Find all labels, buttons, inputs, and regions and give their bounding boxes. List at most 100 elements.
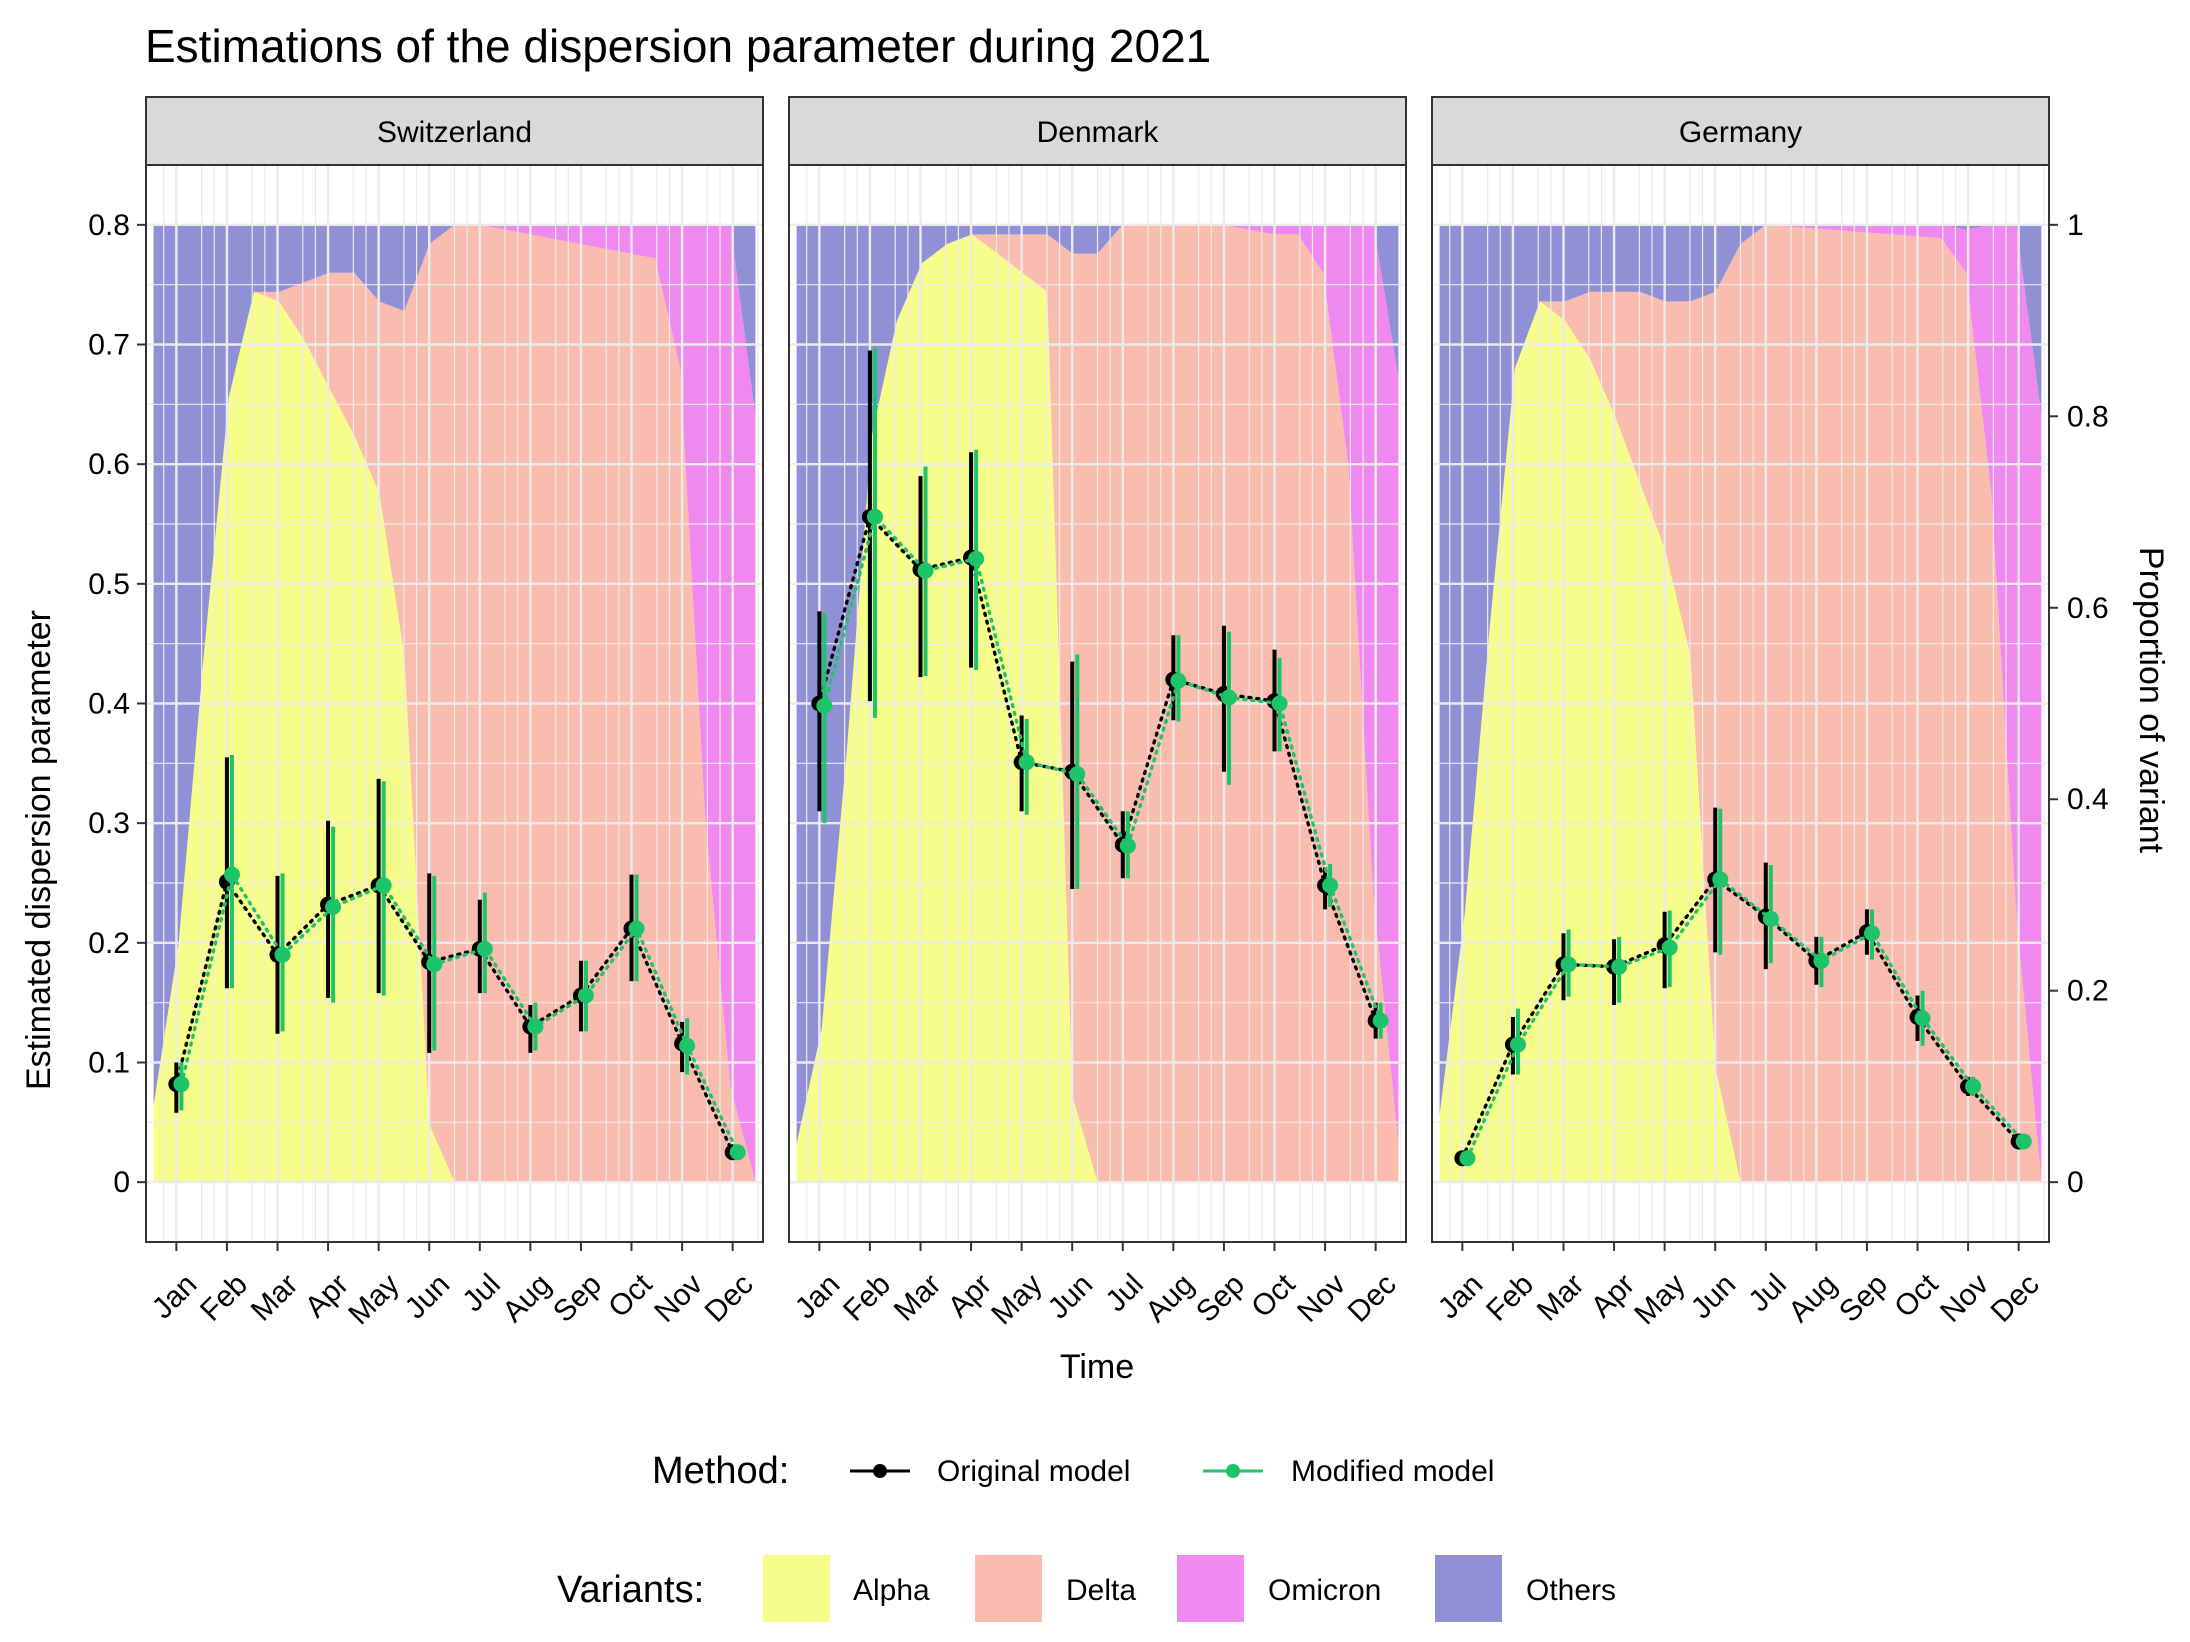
legend-label-omicron: Omicron	[1268, 1574, 1381, 1607]
data-point-modified	[1813, 952, 1830, 969]
y-tick-label: 0.2	[88, 927, 130, 960]
x-tick-label: May	[1628, 1268, 1691, 1331]
x-tick-label: Jan	[1432, 1268, 1490, 1326]
legend-label-others: Others	[1526, 1574, 1616, 1607]
facet-strip	[1431, 96, 2050, 166]
data-point-modified	[1914, 1010, 1931, 1027]
facet-strip	[788, 96, 1407, 166]
x-tick-label: Apr	[299, 1268, 355, 1324]
x-tick-label: Aug	[1782, 1268, 1843, 1329]
data-point-modified	[325, 898, 342, 915]
legend-swatch-delta	[975, 1555, 1042, 1622]
y-tick-label: 0	[113, 1166, 130, 1199]
data-point-modified	[1018, 754, 1035, 771]
series-line-original	[817, 513, 1378, 1023]
data-point-modified	[2015, 1133, 2032, 1150]
x-tick-label: Sep	[1833, 1268, 1894, 1329]
data-point-modified	[1459, 1150, 1476, 1167]
data-point-modified	[375, 877, 392, 894]
variant-area-alpha	[1439, 301, 2042, 1183]
y-axis: 0 0.1 0.2 0.3 0.4 0.5 0.6 0.7 0.8	[88, 209, 146, 1199]
data-point-modified	[1611, 958, 1628, 975]
x-tick-label: Apr	[942, 1268, 998, 1324]
facet-strip-label: Germany	[1679, 116, 1802, 149]
x-tick-label: Aug	[1139, 1268, 1200, 1329]
x-tick-label: Mar	[888, 1268, 948, 1328]
legend-label-delta: Delta	[1066, 1574, 1136, 1607]
y-tick-label: 0.8	[88, 209, 130, 242]
data-point-modified	[426, 956, 443, 973]
data-point-modified	[1170, 672, 1187, 689]
y-tick-label: 0.7	[88, 329, 130, 362]
y-tick-label: 0.6	[88, 448, 130, 481]
y2-tick-label: 0	[2067, 1166, 2084, 1199]
x-tick-label: Jan	[789, 1268, 847, 1326]
x-tick-label: Jan	[146, 1268, 204, 1326]
x-tick-label: Oct	[1888, 1267, 1945, 1324]
x-tick-label: Nov	[1934, 1268, 1995, 1329]
series-line-modified	[1465, 876, 2026, 1160]
legend-key-modified-model	[1203, 1464, 1263, 1478]
secondary-y-axis-title: Proportion of variant	[2132, 547, 2170, 854]
y-tick-label: 0.5	[88, 568, 130, 601]
x-tick-label: Apr	[1585, 1268, 1641, 1324]
data-point-modified	[968, 550, 985, 567]
data-point-modified	[1069, 766, 1086, 783]
y2-tick-label: 1	[2067, 209, 2084, 242]
x-tick-label: Jun	[1042, 1268, 1100, 1326]
data-point-modified	[1372, 1012, 1389, 1029]
y2-tick-label: 0.4	[2067, 783, 2109, 816]
variant-area-omicron	[1439, 224, 2042, 1183]
x-tick-label: Dec	[1985, 1268, 2046, 1329]
data-point-modified	[1119, 837, 1136, 854]
data-point-modified	[1863, 925, 1880, 942]
x-tick-label: Jun	[399, 1268, 457, 1326]
series-line-original	[1460, 877, 2021, 1160]
y-tick-label: 0.3	[88, 807, 130, 840]
x-tick-label: Sep	[547, 1268, 608, 1329]
x-tick-label: Oct	[602, 1267, 659, 1324]
data-point-modified	[1560, 956, 1577, 973]
data-point-modified	[628, 920, 645, 937]
data-point-modified	[1509, 1036, 1526, 1053]
legend-label-alpha: Alpha	[853, 1574, 930, 1607]
x-tick-label: Nov	[1291, 1268, 1352, 1329]
data-point-modified	[1322, 877, 1339, 894]
y2-tick-label: 0.6	[2067, 592, 2109, 625]
x-tick-label: Feb	[194, 1268, 254, 1328]
x-tick-label: Jun	[1685, 1268, 1743, 1326]
x-tick-label: Feb	[1480, 1268, 1540, 1328]
facet-strip-label: Switzerland	[377, 116, 532, 149]
y-axis-title: Estimated dispersion parameter	[20, 610, 58, 1090]
data-point-modified	[223, 866, 240, 883]
panel-border	[788, 164, 1407, 1243]
chart-title: Estimations of the dispersion parameter …	[145, 20, 1211, 72]
data-point-modified	[816, 697, 833, 714]
legend-swatch-others	[1435, 1555, 1502, 1622]
data-point-modified	[866, 508, 883, 525]
legend-swatch-omicron	[1177, 1555, 1244, 1622]
data-point-modified	[1271, 695, 1288, 712]
method-legend-title: Method:	[652, 1450, 789, 1492]
series-modified	[1459, 808, 2032, 1167]
legend-swatch-alpha	[763, 1555, 830, 1622]
x-tick-label: Dec	[1342, 1268, 1403, 1329]
data-point-modified	[173, 1076, 190, 1093]
data-point-modified	[1712, 871, 1729, 888]
facet-strip	[145, 96, 764, 166]
x-tick-label: Aug	[496, 1268, 557, 1329]
series-modified	[173, 754, 746, 1161]
gridlines	[146, 164, 763, 1243]
data-point-modified	[1220, 689, 1237, 706]
data-point-modified	[1965, 1078, 1982, 1095]
data-point-modified	[476, 940, 493, 957]
variant-area-omicron	[153, 224, 756, 1183]
series-line-original	[174, 877, 735, 1154]
x-tick-label: Feb	[837, 1268, 897, 1328]
